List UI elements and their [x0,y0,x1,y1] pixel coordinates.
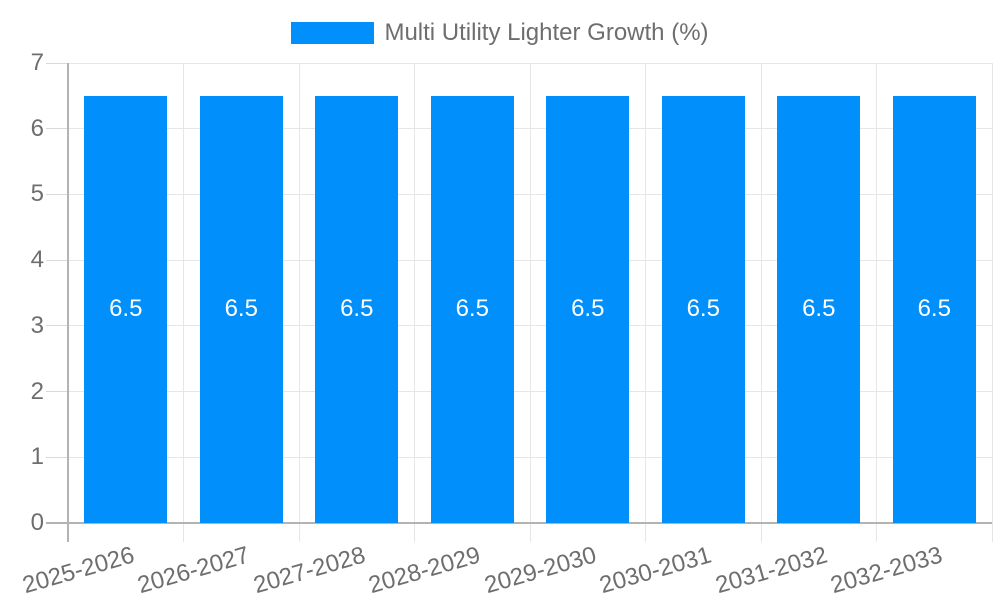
x-axis-label: 2028-2029 [366,541,484,600]
bar-value-label: 6.5 [455,295,489,323]
v-gridline [298,63,300,542]
bar[interactable] [84,95,168,523]
chart-legend[interactable]: Multi Utility Lighter Growth (%) [0,19,1000,47]
bar-value-label: 6.5 [109,295,143,323]
x-axis-label: 2029-2030 [481,541,600,600]
v-gridline [183,63,184,542]
y-tick [46,456,68,458]
y-axis-label: 3 [30,311,44,339]
bar-value-label: 6.5 [224,295,258,323]
y-axis-line [67,63,69,542]
bar[interactable] [430,95,514,523]
bar-value-label: 6.5 [802,295,836,323]
y-tick [46,62,68,64]
bar[interactable] [661,95,745,523]
x-axis-line [46,522,992,524]
v-gridline [991,63,993,542]
y-axis-label: 4 [30,246,44,274]
bar[interactable] [315,95,399,523]
y-tick [46,193,68,195]
bar-value-label: 6.5 [571,295,605,323]
v-gridline [760,63,762,542]
x-axis-label: 2025-2026 [19,541,138,600]
y-tick [46,325,68,327]
y-axis-label: 7 [30,49,44,76]
bar[interactable] [777,95,861,523]
y-axis-label: 0 [30,509,44,536]
v-gridline [529,63,531,542]
x-axis-label: 2032-2033 [828,541,946,600]
x-axis-label: 2030-2031 [597,541,715,600]
v-gridline [645,63,646,542]
bar[interactable] [892,95,976,523]
y-tick [46,391,68,393]
y-axis-label: 1 [30,443,44,471]
bar[interactable] [546,95,630,523]
y-axis-label: 5 [30,180,44,208]
legend-marker-icon [291,22,375,44]
y-axis-label: 2 [30,377,44,405]
bar-value-label: 6.5 [686,295,720,323]
y-tick [46,128,68,130]
x-axis-label: 2031-2032 [712,541,831,600]
legend-label: Multi Utility Lighter Growth (%) [384,19,709,46]
y-axis-label: 6 [30,114,44,142]
bar[interactable] [199,95,283,523]
bar-value-label: 6.5 [340,295,374,323]
bar-value-label: 6.5 [917,295,951,323]
x-axis-label: 2026-2027 [135,541,253,600]
x-axis-label: 2027-2028 [250,541,369,600]
v-gridline [876,63,877,542]
v-gridline [414,63,415,542]
y-tick [46,259,68,261]
